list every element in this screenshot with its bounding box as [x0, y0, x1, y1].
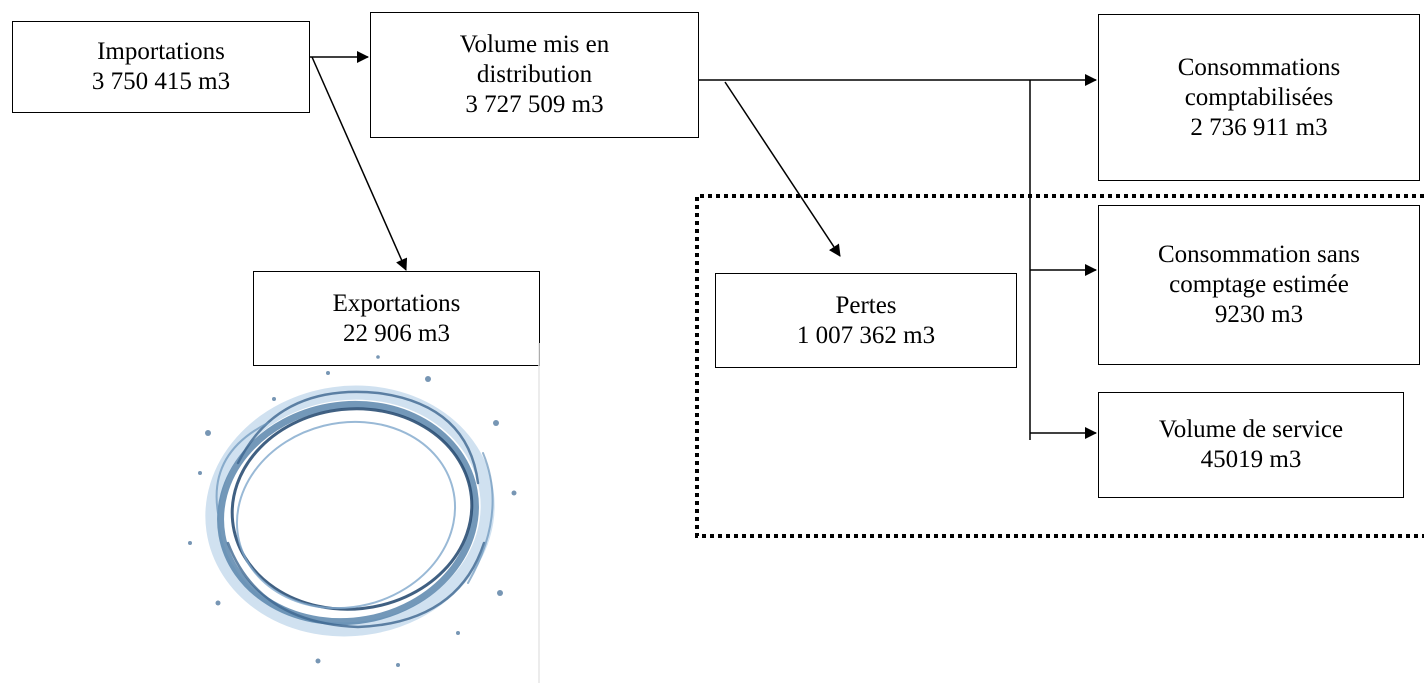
exportations-box: Exportations 22 906 m3	[253, 271, 540, 366]
splash-droplet	[493, 420, 499, 426]
arrow-volume-to-pertes	[724, 81, 841, 257]
sans-comptage-label-line2: comptage estimée	[1169, 271, 1349, 298]
consommations-label-line2: comptabilisées	[1184, 83, 1334, 111]
exportations-value: 22 906 m3	[343, 319, 450, 347]
consommations-comptabilisees-box: Consommations comptabilisées 2 736 911 m…	[1098, 14, 1420, 181]
splash-droplet	[215, 600, 221, 606]
splash-streak-3	[215, 422, 269, 514]
pertes-box: Pertes 1 007 362 m3	[715, 273, 1017, 368]
consommations-value: 2 736 911 m3	[1190, 113, 1328, 141]
splash-droplet	[198, 471, 202, 475]
splash-droplet	[315, 658, 321, 664]
volume-distribution-label-line1: Volume mis en	[459, 31, 610, 58]
pertes-value: 1 007 362 m3	[796, 321, 936, 349]
splash-droplet	[497, 590, 503, 596]
volume-distribution-value: 3 727 509 m3	[465, 91, 604, 118]
splash-droplet	[272, 397, 276, 401]
volume-distribution-box: Volume mis en distribution 3 727 509 m3	[370, 12, 699, 138]
exportations-label: Exportations	[332, 289, 461, 317]
splash-droplet	[188, 541, 192, 545]
importations-volume: 3 750 415 m3	[91, 68, 231, 95]
splash-droplet	[511, 490, 517, 496]
pertes-label: Pertes	[835, 291, 897, 319]
splash-ring-main	[217, 400, 479, 626]
splash-streak-2	[226, 541, 486, 629]
volume-service-box: Volume de service 45019 m3	[1098, 392, 1404, 498]
importations-label: Importations	[97, 38, 225, 65]
losses-region-dotted-border	[695, 194, 1424, 538]
splash-droplet	[376, 355, 380, 359]
splash-droplet	[326, 371, 330, 375]
splash-ring-inner	[235, 420, 457, 610]
water-splash-ring-image	[188, 343, 540, 683]
importations-box: Importations 3 750 415 m3	[12, 21, 310, 113]
splash-droplet	[396, 663, 400, 667]
splash-droplet	[425, 376, 431, 382]
volume-distribution-label-line2: distribution	[476, 61, 593, 88]
splash-ring-outer-light	[205, 385, 495, 637]
consommation-sans-comptage-box: Consommation sans comptage estimée 9230 …	[1098, 205, 1420, 365]
sans-comptage-label-line1: Consommation sans	[1157, 241, 1361, 268]
splash-droplet	[205, 430, 211, 436]
volume-service-value: 45019 m3	[1200, 446, 1302, 473]
splash-streak-4	[467, 452, 494, 584]
consommations-label-line1: Consommations	[1177, 53, 1341, 81]
splash-ring-dark	[230, 407, 474, 611]
splash-droplet	[456, 631, 460, 635]
volume-service-label: Volume de service	[1158, 416, 1344, 443]
arrow-importations-to-exportations	[311, 56, 408, 271]
sans-comptage-value: 9230 m3	[1214, 301, 1304, 328]
